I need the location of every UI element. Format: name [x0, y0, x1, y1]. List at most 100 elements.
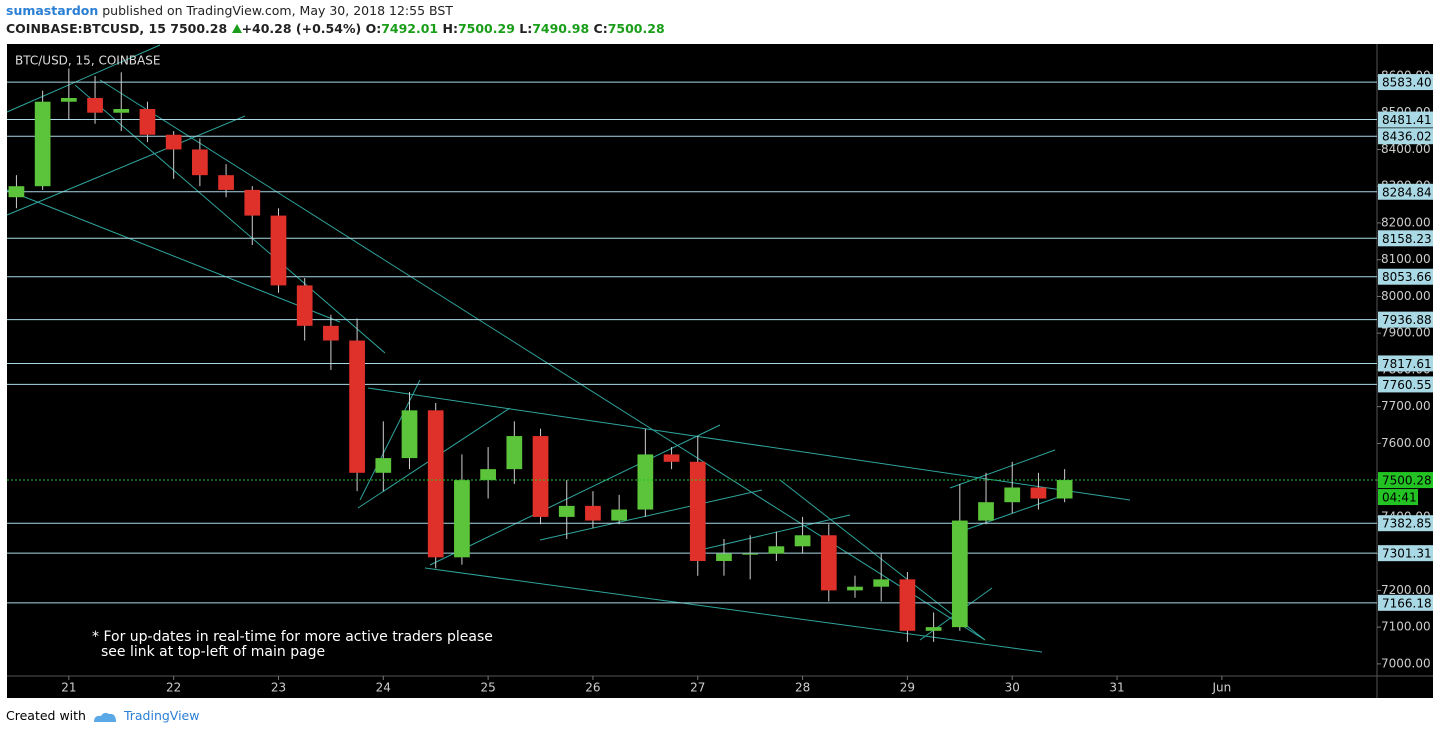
x-tick-label: 28: [795, 681, 810, 695]
candle-body: [218, 175, 234, 190]
level-label: 8284.84: [1382, 185, 1432, 199]
candle-body: [637, 454, 654, 510]
candle-body: [1056, 480, 1073, 499]
x-tick-label: 22: [166, 681, 181, 695]
candle-body: [506, 436, 523, 470]
candle-body: [899, 579, 916, 631]
annotation: see link at top-left of main page: [101, 644, 325, 660]
x-tick-label: 30: [1005, 681, 1020, 695]
last: 7500.28: [170, 21, 228, 36]
l-label: L:: [519, 21, 533, 36]
brand[interactable]: TradingView: [123, 708, 200, 723]
candle-body: [165, 134, 182, 150]
level-label: 7166.18: [1382, 596, 1432, 610]
candle-body: [349, 340, 365, 473]
candle-body: [323, 325, 339, 341]
candle-body: [139, 109, 156, 135]
candle-body: [951, 520, 968, 628]
chart-title: BTC/USD, 15, COINBASE: [15, 54, 160, 68]
level-label-bg: [1378, 376, 1433, 393]
chart-bg: [7, 44, 1433, 698]
level-label-bg: [1378, 111, 1433, 128]
change: +40.28 (+0.54%): [241, 21, 362, 36]
candle-body: [847, 586, 863, 591]
candle-body: [768, 546, 785, 554]
level-label-bg: [1378, 230, 1433, 247]
level-label-bg: [1378, 515, 1433, 532]
candle-body: [716, 553, 732, 561]
footer: Created with TradingView: [6, 708, 199, 724]
level-label: 7301.31: [1382, 547, 1432, 561]
symbol: COINBASE:BTCUSD, 15: [6, 21, 166, 36]
candle-body: [794, 535, 811, 547]
candle-body: [375, 458, 392, 473]
candle-body: [113, 109, 130, 113]
y-tick-label: 8400.00: [1381, 142, 1431, 156]
level-label: 8053.66: [1382, 270, 1432, 284]
level-label-bg: [1378, 128, 1433, 145]
candle-body: [270, 215, 287, 286]
y-tick-label: 7100.00: [1381, 620, 1431, 634]
candle-body: [480, 469, 496, 481]
y-tick-label: 7200.00: [1381, 583, 1431, 597]
level-label: 7817.61: [1382, 357, 1432, 371]
y-tick-label: 8200.00: [1381, 215, 1431, 229]
l: 7490.98: [532, 21, 590, 36]
level-label: 7936.88: [1382, 313, 1432, 327]
candle-body: [192, 149, 208, 176]
candle-body: [60, 98, 77, 102]
y-tick-label: 7700.00: [1381, 399, 1431, 413]
level-label: 7382.85: [1382, 517, 1432, 531]
x-tick-label: 27: [690, 681, 705, 695]
o-label: O:: [365, 21, 382, 36]
candle-body: [454, 480, 470, 558]
candle-body: [8, 186, 25, 198]
publish-line: sumastardon published on TradingView.com…: [6, 3, 453, 18]
up-arrow: [231, 24, 242, 33]
level-label-bg: [1378, 594, 1433, 611]
level-label: 8158.23: [1382, 232, 1432, 246]
h-label: H:: [442, 21, 458, 36]
candle-body: [663, 454, 680, 462]
y-tick-label: 8100.00: [1381, 252, 1431, 266]
y-tick-label: 7900.00: [1381, 326, 1431, 340]
h: 7500.29: [457, 21, 515, 36]
c-label: C:: [593, 21, 608, 36]
candle-body: [558, 505, 575, 517]
level-label-bg: [1378, 268, 1433, 285]
c: 7500.28: [607, 21, 665, 36]
candle-body: [244, 189, 261, 216]
level-label: 8583.40: [1382, 76, 1432, 90]
candle-body: [427, 410, 444, 558]
level-label-bg: [1378, 183, 1433, 200]
o: 7492.01: [381, 21, 439, 36]
candle-body: [296, 285, 313, 326]
candle-body: [87, 98, 103, 113]
countdown: 04:41: [1382, 491, 1417, 505]
candle-body: [611, 509, 628, 521]
level-label-bg: [1378, 74, 1433, 91]
x-tick-label: 29: [900, 681, 915, 695]
annotation: * For up-dates in real-time for more act…: [92, 629, 493, 645]
level-label: 8436.02: [1382, 130, 1432, 144]
candle-body: [1004, 487, 1021, 503]
level-label-bg: [1378, 545, 1433, 562]
x-tick-label: 21: [61, 681, 76, 695]
x-tick-label: 25: [480, 681, 495, 695]
author[interactable]: sumastardon: [6, 3, 99, 18]
created: Created with: [6, 708, 86, 723]
level-label: 8481.41: [1382, 113, 1432, 127]
logo: [93, 712, 116, 722]
x-tick-label: 23: [271, 681, 286, 695]
candle-body: [873, 579, 890, 587]
level-label-bg: [1378, 311, 1433, 328]
level-label: 7760.55: [1382, 378, 1432, 392]
x-tick-label: 24: [376, 681, 391, 695]
candle-body: [742, 553, 759, 555]
candle-body: [978, 502, 994, 521]
level-label-bg: [1378, 355, 1433, 372]
last-price-label: 7500.28: [1382, 474, 1432, 488]
candle-body: [401, 410, 418, 459]
quote-line: COINBASE:BTCUSD, 15 7500.28 +40.28 (+0.5…: [6, 21, 665, 36]
